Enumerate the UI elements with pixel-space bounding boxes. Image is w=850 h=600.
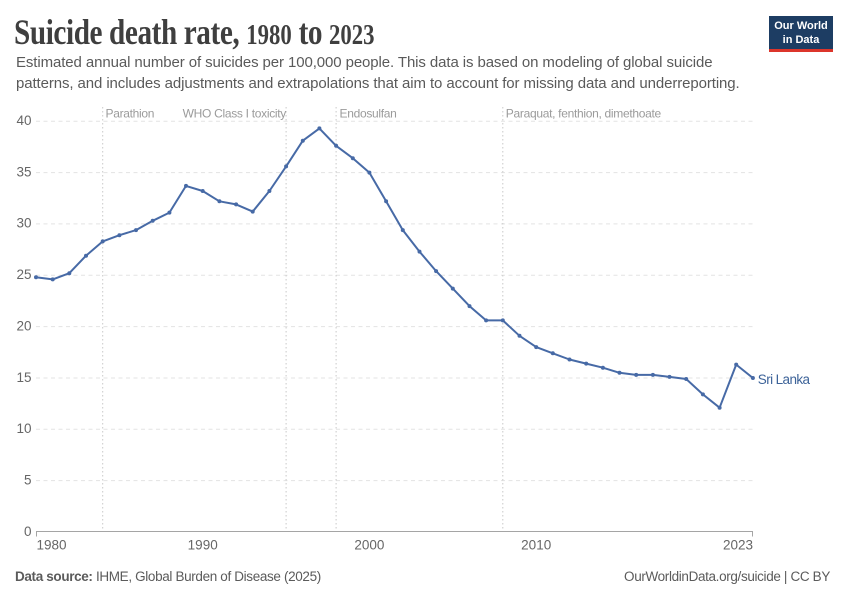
svg-text:5: 5 — [24, 472, 32, 487]
svg-text:WHO Class I toxicity: WHO Class I toxicity — [183, 107, 287, 121]
svg-text:0: 0 — [24, 524, 32, 539]
svg-text:Sri Lanka: Sri Lanka — [758, 372, 811, 387]
svg-text:20: 20 — [16, 318, 31, 333]
svg-text:30: 30 — [16, 216, 31, 231]
svg-text:2000: 2000 — [354, 538, 384, 553]
svg-text:2023: 2023 — [723, 538, 753, 553]
svg-text:10: 10 — [16, 421, 31, 436]
svg-text:2010: 2010 — [521, 538, 551, 553]
svg-text:40: 40 — [16, 113, 31, 128]
svg-text:15: 15 — [16, 370, 31, 385]
svg-text:1990: 1990 — [188, 538, 218, 553]
svg-text:Endosulfan: Endosulfan — [340, 107, 397, 121]
svg-text:Parathion: Parathion — [106, 107, 155, 121]
svg-text:Paraquat, fenthion, dimethoate: Paraquat, fenthion, dimethoate — [506, 107, 662, 121]
svg-text:1980: 1980 — [37, 538, 67, 553]
svg-text:35: 35 — [16, 164, 31, 179]
svg-text:25: 25 — [16, 267, 31, 282]
